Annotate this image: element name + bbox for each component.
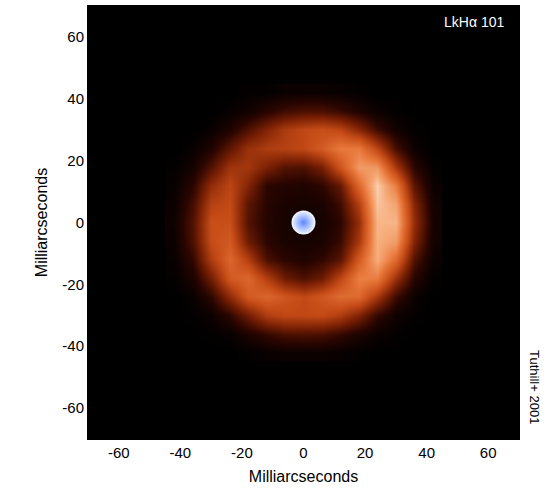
svg-text:-60: -60 (108, 444, 130, 461)
svg-text:Milliarcseconds: Milliarcseconds (249, 468, 358, 485)
svg-text:60: 60 (67, 28, 84, 45)
svg-text:-40: -40 (62, 337, 84, 354)
svg-text:Milliarcseconds: Milliarcseconds (33, 168, 50, 277)
svg-text:40: 40 (67, 90, 84, 107)
svg-text:20: 20 (67, 152, 84, 169)
svg-text:-40: -40 (170, 444, 192, 461)
svg-text:Tuthill+ 2001: Tuthill+ 2001 (527, 350, 542, 424)
svg-text:-60: -60 (62, 399, 84, 416)
svg-text:LkHα 101: LkHα 101 (444, 14, 504, 30)
svg-text:40: 40 (418, 444, 435, 461)
svg-text:-20: -20 (231, 444, 253, 461)
svg-text:60: 60 (480, 444, 497, 461)
svg-text:-20: -20 (62, 276, 84, 293)
svg-text:0: 0 (76, 214, 84, 231)
svg-text:0: 0 (299, 444, 307, 461)
svg-text:20: 20 (357, 444, 374, 461)
